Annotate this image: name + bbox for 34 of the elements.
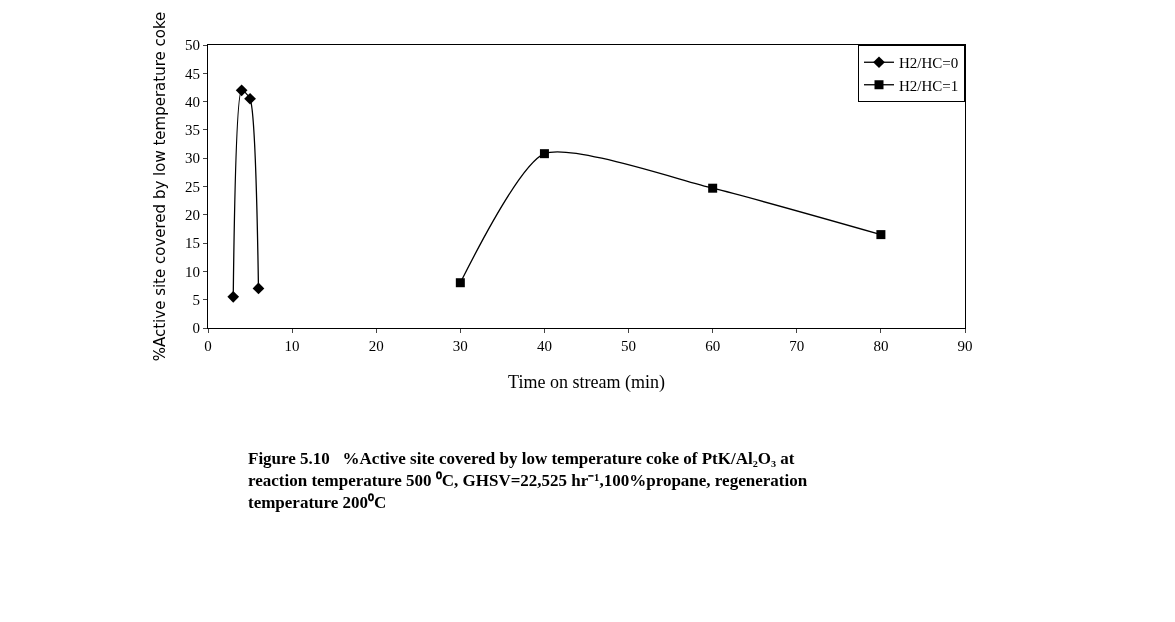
x-tick-label: 50 [621,338,637,354]
x-tick-label: 20 [368,338,384,354]
y-tick-label: 0 [192,320,200,337]
y-axis-title: %Active site covered by low temperature coke [151,11,170,362]
point [876,230,886,240]
y-tick-label: 15 [185,235,200,252]
point [455,278,465,288]
y-tick-label: 40 [185,93,200,110]
y-tick-label: 35 [185,122,200,139]
x-axis-title: Time on stream (min) [508,372,665,394]
legend-label: H2/HC=0 [899,55,959,72]
x-tick-label: 40 [536,338,552,354]
x-tick-label: 0 [204,338,212,354]
x-tick-label: 10 [284,338,300,354]
y-tick-label: 50 [185,37,200,54]
y-tick-label: 10 [185,263,200,280]
point [539,149,549,159]
x-tick-label: 30 [452,338,468,354]
point [235,84,248,97]
x-tick-label: 90 [957,338,973,354]
point [227,291,240,303]
caption: Figure 5.10 %Active site covered by low temperature coke of PtK/Al₂O₃ at reaction temperature 500 ⁰C, GHSV=22,525 hr⁻¹,100%propane, regeneration temperature 200⁰C [248,449,808,513]
y-tick-label: 25 [185,178,200,195]
y-tick-label: 45 [185,65,200,82]
x-tick-label: 80 [873,338,889,354]
y-tick-label: 20 [185,207,200,224]
point [244,92,256,105]
y-tick-label: 5 [192,291,200,308]
point [252,282,265,295]
legend-label: H2/HC=1 [899,77,959,94]
x-tick-label: 70 [789,338,805,354]
point [708,183,718,193]
y-tick-label: 30 [185,150,200,167]
x-tick-label: 60 [705,338,721,354]
